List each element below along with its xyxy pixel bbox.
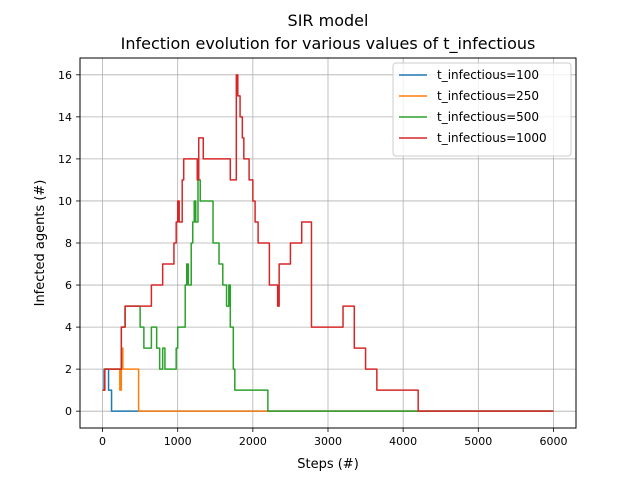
x-tick-label: 4000: [389, 435, 417, 448]
legend-label-3: t_infectious=500: [437, 110, 539, 124]
series-line-4: [102, 74, 554, 412]
series-lines: [102, 74, 554, 412]
x-tick-label: 2000: [239, 435, 267, 448]
y-tick-label: 0: [65, 405, 72, 418]
chart-subtitle: Infection evolution for various values o…: [121, 34, 536, 54]
y-tick-label: 14: [58, 111, 72, 124]
y-tick-label: 2: [65, 363, 72, 376]
x-tick-label: 6000: [539, 435, 567, 448]
y-tick-label: 10: [58, 195, 72, 208]
x-tick-label: 0: [99, 435, 106, 448]
x-tick-label: 3000: [314, 435, 342, 448]
y-tick-label: 4: [65, 321, 72, 334]
x-tick-label: 1000: [164, 435, 192, 448]
x-axis-label: Steps (#): [297, 457, 359, 472]
x-axis: 0 1000 2000 3000 4000 5000 6000: [99, 428, 567, 448]
legend-label-2: t_infectious=250: [437, 89, 539, 103]
legend-box: [392, 62, 572, 157]
legend-label-4: t_infectious=1000: [437, 131, 547, 145]
legend-label-1: t_infectious=100: [437, 68, 539, 82]
y-tick-label: 12: [58, 153, 72, 166]
y-tick-label: 16: [58, 69, 72, 82]
series-line-3: [102, 179, 554, 412]
x-tick-label: 5000: [464, 435, 492, 448]
legend: t_infectious=100 t_infectious=250 t_infect…: [392, 62, 572, 157]
y-tick-label: 6: [65, 279, 72, 292]
chart-title: SIR model: [288, 11, 369, 30]
y-tick-label: 8: [65, 237, 72, 250]
y-axis: 0 2 4 6 8 10 12 14 16: [58, 69, 80, 418]
y-axis-label: Infected agents (#): [33, 180, 48, 307]
